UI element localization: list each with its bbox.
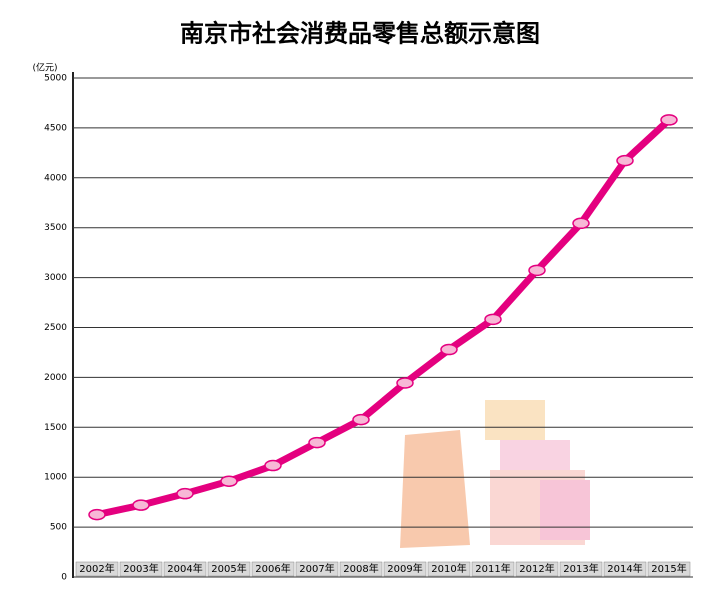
x-tick-box [207, 561, 251, 577]
data-point [264, 459, 282, 472]
x-tick-box [471, 561, 515, 577]
y-tick-label: 1500 [44, 423, 67, 433]
chart-title: 南京市社会消费品零售总额示意图 [180, 19, 540, 48]
x-tick-label: 2011年 [475, 562, 510, 575]
x-tick-label: 2013年 [563, 562, 598, 575]
y-tick-label: 2000 [44, 373, 67, 383]
y-tick-label: 0 [61, 573, 67, 583]
data-point [440, 343, 458, 356]
x-tick-box [295, 561, 339, 577]
y-tick-label: 500 [50, 523, 67, 533]
y-tick-label: 1000 [44, 473, 67, 483]
x-tick-label: 2004年 [167, 562, 202, 575]
x-tick-label: 2002年 [79, 562, 114, 575]
x-tick-label: 2005年 [211, 562, 246, 575]
data-point [220, 475, 238, 487]
y-axis-label: (亿元) [32, 62, 57, 74]
y-tick-label: 4500 [44, 123, 67, 133]
x-tick-box [119, 561, 163, 577]
y-tick-label: 5000 [44, 74, 67, 84]
x-tick-box [427, 561, 471, 577]
x-tick-label: 2003年 [123, 562, 158, 575]
x-tick-box [75, 561, 119, 577]
data-point [396, 377, 414, 389]
y-tick-label: 2500 [44, 323, 67, 333]
data-point [308, 436, 326, 449]
series-line [96, 117, 672, 519]
x-tick-box [251, 561, 295, 577]
x-tick-box [383, 561, 427, 577]
x-tick-label: 2009年 [387, 562, 422, 575]
y-tick-label: 3000 [44, 273, 67, 283]
data-point [572, 217, 590, 230]
data-point [484, 313, 502, 326]
data-point [352, 413, 370, 426]
x-tick-box [339, 561, 383, 577]
decoration [400, 400, 590, 548]
x-tick-box [647, 561, 691, 577]
data-point [88, 508, 106, 521]
x-tick-box [163, 561, 207, 577]
x-tick-box [515, 561, 559, 577]
data-point [616, 154, 634, 167]
x-tick-label: 2012年 [519, 562, 554, 575]
y-tick-label: 4000 [44, 173, 67, 183]
x-tick-label: 2010年 [431, 562, 466, 575]
data-point [660, 114, 678, 126]
data-point [528, 264, 546, 277]
x-tick-box [559, 561, 603, 577]
y-tick-label: 3500 [44, 223, 67, 233]
x-tick-label: 2015年 [651, 562, 686, 575]
data-point [132, 499, 150, 511]
x-tick-label: 2008年 [343, 562, 378, 575]
x-tick-box [603, 561, 647, 577]
x-tick-label: 2007年 [299, 562, 334, 575]
x-tick-label: 2014年 [607, 562, 642, 575]
x-tick-label: 2006年 [255, 562, 290, 575]
data-point [176, 487, 194, 500]
